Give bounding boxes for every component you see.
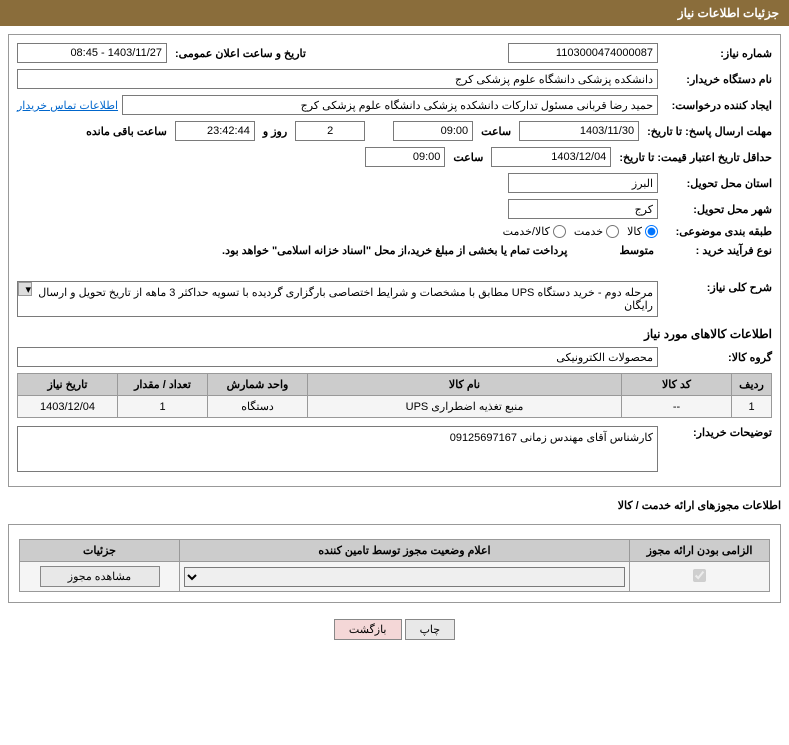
th-details: جزئیات: [20, 540, 180, 562]
radio-both[interactable]: کالا/خدمت: [503, 225, 566, 238]
license-row: مشاهده مجوز: [20, 562, 770, 592]
table-cell: دستگاه: [208, 396, 308, 418]
th-date: تاریخ نیاز: [18, 374, 118, 396]
details-cell: مشاهده مجوز: [20, 562, 180, 592]
deadline-date-field: 1403/11/30: [519, 121, 639, 141]
category-radio-group: کالا خدمت کالا/خدمت: [503, 225, 658, 238]
return-button[interactable]: بازگشت: [334, 619, 402, 640]
remaining-label: ساعت باقی مانده: [82, 125, 171, 138]
goods-group-field: محصولات الکترونیکی: [17, 347, 658, 367]
process-value: متوسط: [615, 244, 658, 257]
validity-label: حداقل تاریخ اعتبار قیمت: تا تاریخ:: [615, 151, 772, 164]
th-qty: تعداد / مقدار: [118, 374, 208, 396]
description-label: شرح کلی نیاز:: [662, 281, 772, 294]
status-cell: [180, 562, 630, 592]
days-remaining-field: 2: [295, 121, 365, 141]
status-select[interactable]: [184, 567, 625, 587]
table-cell: 1: [732, 396, 772, 418]
table-cell: 1: [118, 396, 208, 418]
deadline-label: مهلت ارسال پاسخ: تا تاریخ:: [643, 125, 772, 138]
th-mandatory: الزامی بودن ارائه مجوز: [630, 540, 770, 562]
radio-kala[interactable]: کالا: [627, 225, 658, 238]
license-table: الزامی بودن ارائه مجوز اعلام وضعیت مجوز …: [19, 539, 770, 592]
buyer-contact-link[interactable]: اطلاعات تماس خریدار: [17, 99, 118, 112]
deadline-time-field: 09:00: [393, 121, 473, 141]
main-form-frame: شماره نیاز: 1103000474000087 تاریخ و ساع…: [8, 34, 781, 487]
need-number-field: 1103000474000087: [508, 43, 658, 63]
radio-khedmat-input[interactable]: [606, 225, 619, 238]
table-header-row: ردیف کد کالا نام کالا واحد شمارش تعداد /…: [18, 374, 772, 396]
radio-kala-input[interactable]: [645, 225, 658, 238]
category-label: طبقه بندی موضوعی:: [662, 225, 772, 238]
announce-label: تاریخ و ساعت اعلان عمومی:: [171, 47, 310, 60]
table-cell: منبع تغذیه اضطراری UPS: [308, 396, 622, 418]
print-button[interactable]: چاپ: [405, 619, 456, 640]
scroll-handle-icon[interactable]: ▾: [18, 282, 32, 296]
goods-table: ردیف کد کالا نام کالا واحد شمارش تعداد /…: [17, 373, 772, 418]
th-row: ردیف: [732, 374, 772, 396]
announce-field: 1403/11/27 - 08:45: [17, 43, 167, 63]
description-box: مرحله دوم - خرید دستگاه UPS مطابق با مشخ…: [17, 281, 658, 317]
requester-label: ایجاد کننده درخواست:: [662, 99, 772, 112]
license-header-row: الزامی بودن ارائه مجوز اعلام وضعیت مجوز …: [20, 540, 770, 562]
mandatory-cell: [630, 562, 770, 592]
payment-note: پرداخت تمام یا بخشی از مبلغ خرید،از محل …: [222, 244, 567, 257]
buyer-notes-box: کارشناس آقای مهندس زمانی 09125697167: [17, 426, 658, 472]
validity-date-field: 1403/12/04: [491, 147, 611, 167]
license-section-title: اطلاعات مجوزهای ارائه خدمت / کالا: [8, 495, 781, 516]
page-header: جزئیات اطلاعات نیاز: [0, 0, 789, 26]
table-cell: 1403/12/04: [18, 396, 118, 418]
th-unit: واحد شمارش: [208, 374, 308, 396]
buyer-label: نام دستگاه خریدار:: [662, 73, 772, 86]
radio-both-input[interactable]: [553, 225, 566, 238]
th-status: اعلام وضعیت مجوز توسط تامین کننده: [180, 540, 630, 562]
description-text: مرحله دوم - خرید دستگاه UPS مطابق با مشخ…: [38, 287, 653, 312]
action-buttons-row: چاپ بازگشت: [0, 611, 789, 648]
buyer-field: دانشکده پزشکی دانشگاه علوم پزشکی کرج: [17, 69, 658, 89]
goods-section-title: اطلاعات کالاهای مورد نیاز: [17, 327, 772, 341]
city-field: کرج: [508, 199, 658, 219]
table-cell: --: [622, 396, 732, 418]
saat-label-2: ساعت: [449, 151, 487, 164]
th-name: نام کالا: [308, 374, 622, 396]
city-label: شهر محل تحویل:: [662, 203, 772, 216]
rooz-label: روز و: [259, 125, 291, 138]
saat-label-1: ساعت: [477, 125, 515, 138]
license-frame: الزامی بودن ارائه مجوز اعلام وضعیت مجوز …: [8, 524, 781, 603]
table-row: 1--منبع تغذیه اضطراری UPSدستگاه11403/12/…: [18, 396, 772, 418]
validity-time-field: 09:00: [365, 147, 445, 167]
radio-khedmat[interactable]: خدمت: [574, 225, 619, 238]
province-label: استان محل تحویل:: [662, 177, 772, 190]
buyer-notes-label: توضیحات خریدار:: [662, 426, 772, 439]
countdown-field: 23:42:44: [175, 121, 255, 141]
th-code: کد کالا: [622, 374, 732, 396]
province-field: البرز: [508, 173, 658, 193]
requester-field: حمید رضا قربانی مسئول تدارکات دانشکده پز…: [122, 95, 658, 115]
goods-group-label: گروه کالا:: [662, 351, 772, 364]
buyer-notes-text: کارشناس آقای مهندس زمانی 09125697167: [450, 432, 653, 444]
view-license-button[interactable]: مشاهده مجوز: [40, 566, 160, 587]
process-label: نوع فرآیند خرید :: [662, 244, 772, 257]
mandatory-checkbox: [693, 569, 706, 582]
need-number-label: شماره نیاز:: [662, 47, 772, 60]
header-title: جزئیات اطلاعات نیاز: [678, 6, 779, 20]
